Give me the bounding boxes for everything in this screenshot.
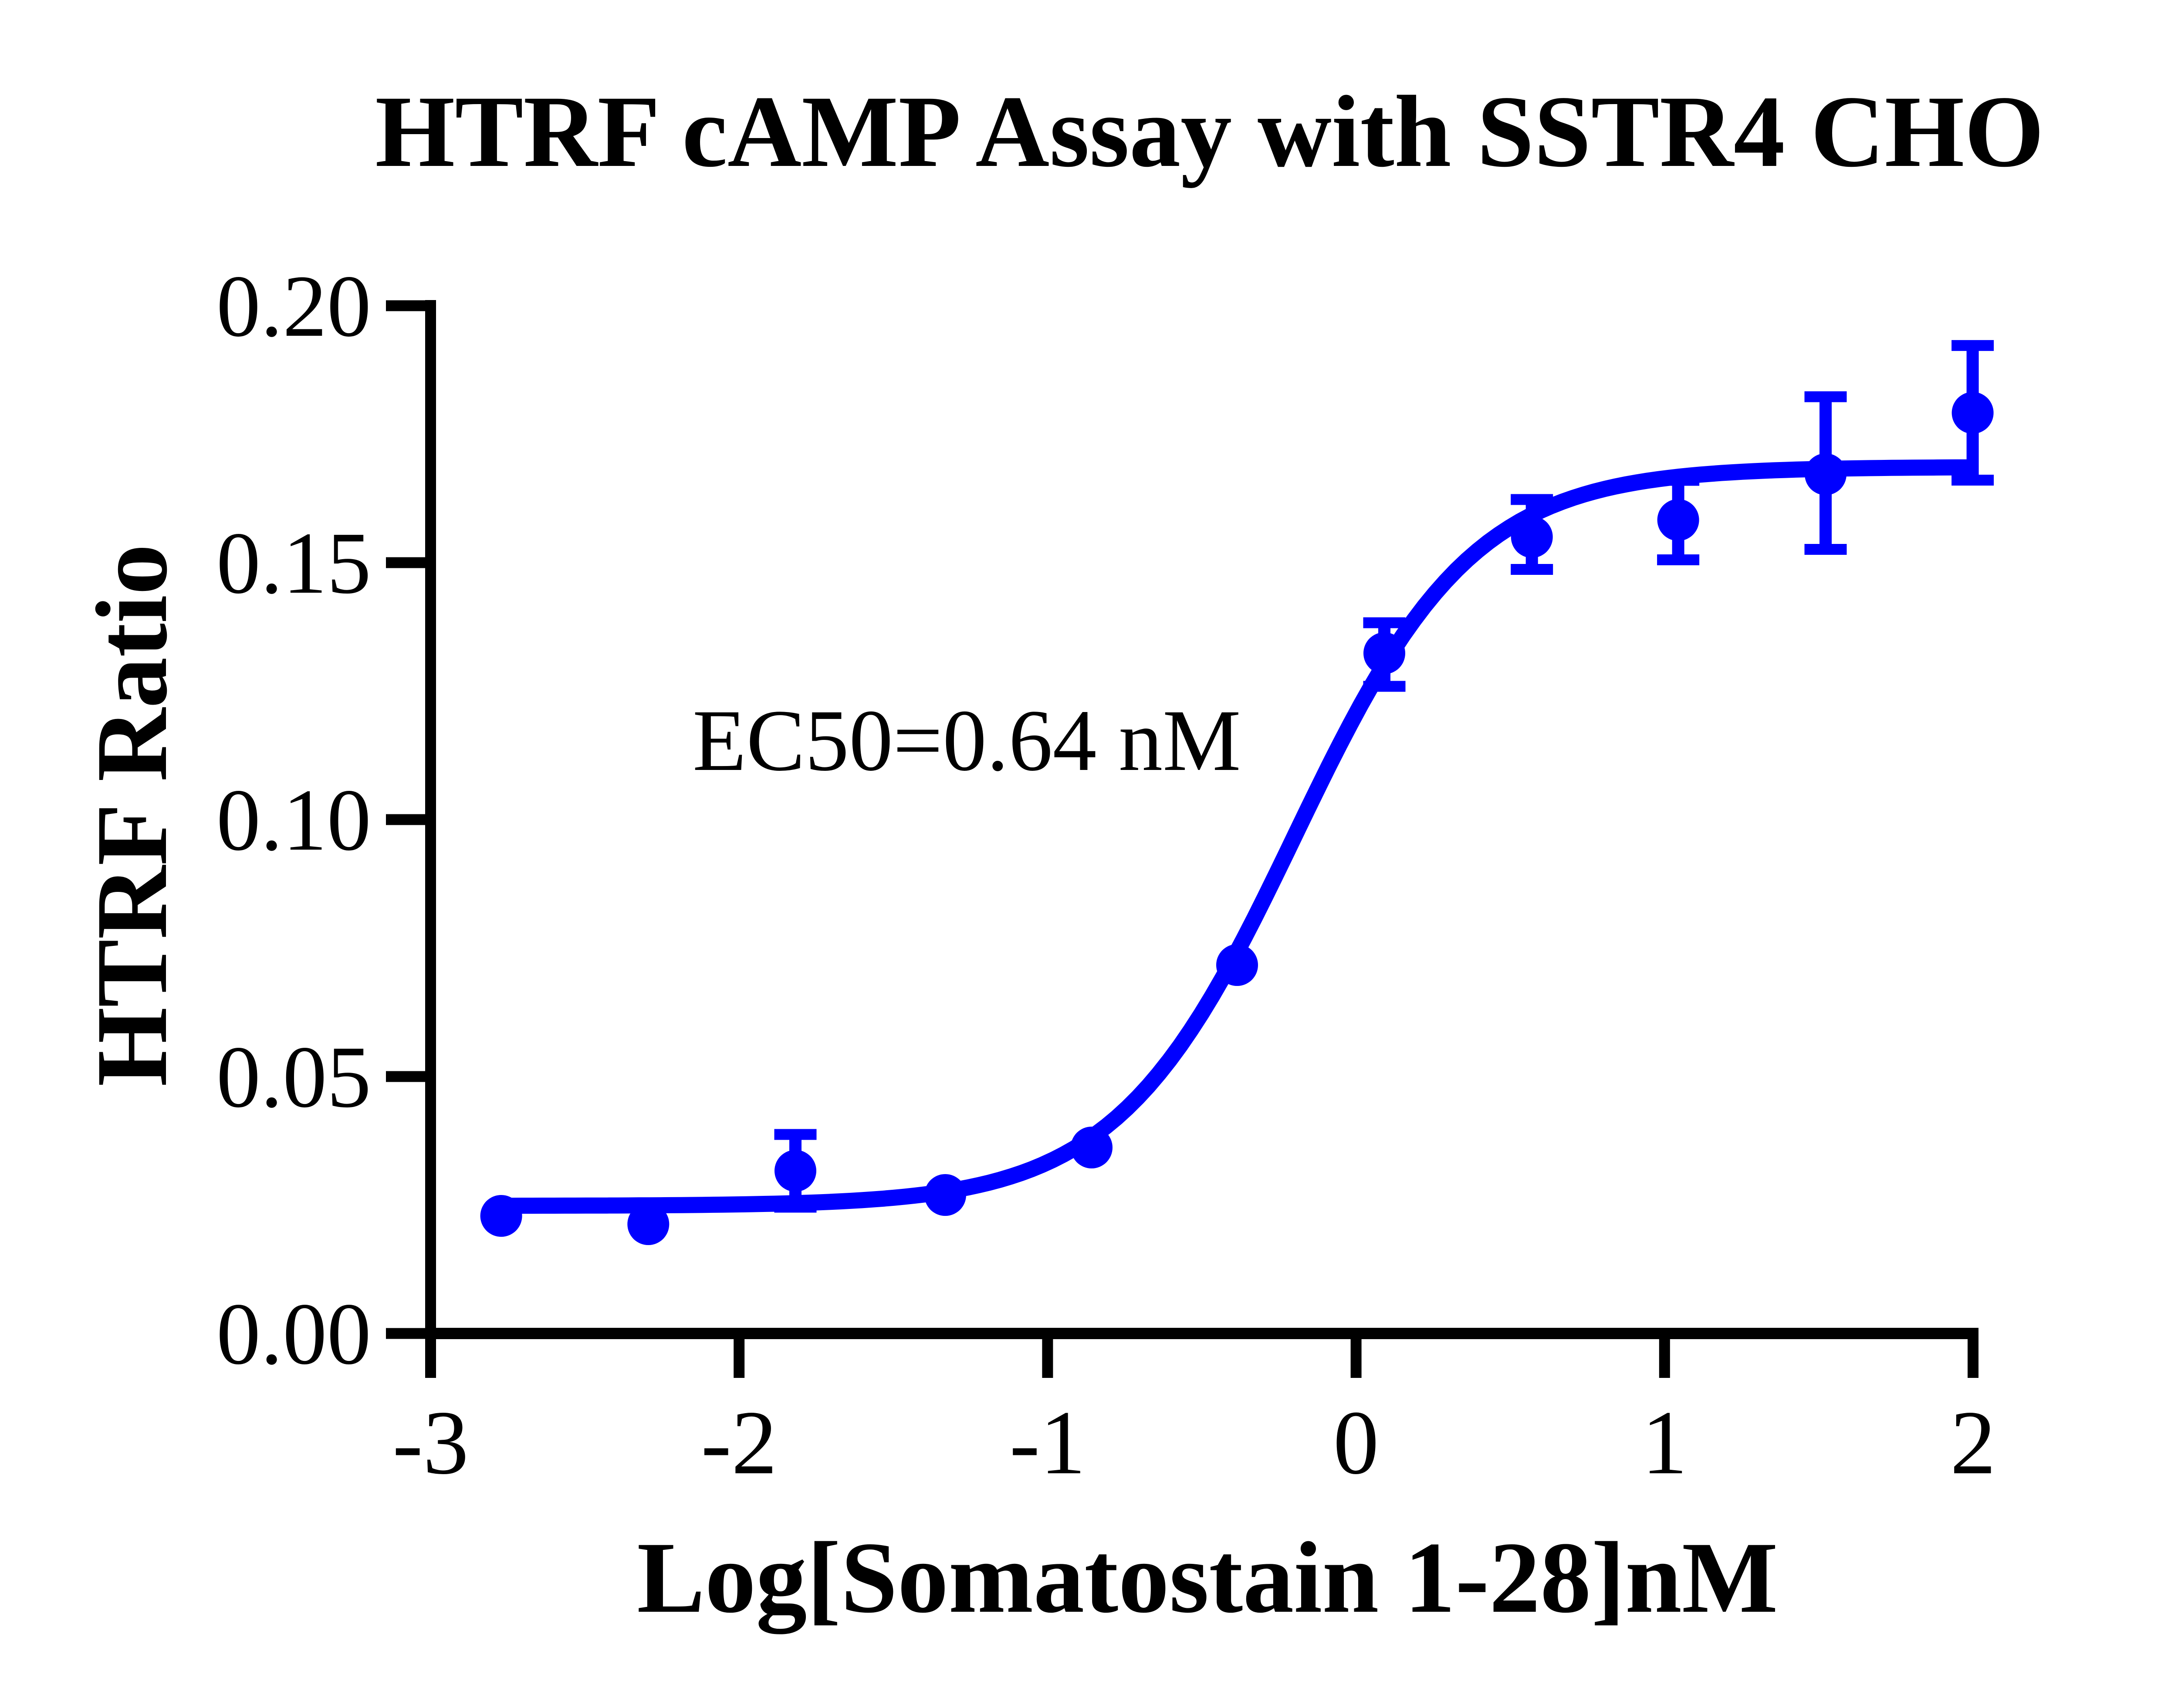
svg-text:0.20: 0.20	[216, 257, 371, 355]
svg-text:0.00: 0.00	[216, 1285, 371, 1383]
svg-text:-3: -3	[392, 1392, 469, 1493]
svg-text:EC50=0.64 nM: EC50=0.64 nM	[693, 692, 1241, 789]
svg-text:HTRF Ratio: HTRF Ratio	[75, 544, 188, 1087]
svg-text:0.10: 0.10	[216, 771, 371, 869]
svg-text:0.05: 0.05	[216, 1028, 371, 1126]
svg-text:-2: -2	[701, 1392, 777, 1493]
svg-text:HTRF cAMP Assay with SSTR4 CHO: HTRF cAMP Assay with SSTR4 CHO	[375, 74, 2044, 188]
svg-text:0.15: 0.15	[216, 514, 371, 612]
svg-text:0: 0	[1333, 1392, 1379, 1493]
svg-text:2: 2	[1950, 1392, 1996, 1493]
svg-text:-1: -1	[1009, 1392, 1086, 1493]
svg-text:1: 1	[1642, 1392, 1688, 1493]
svg-text:Log[Somatostain 1-28]nM: Log[Somatostain 1-28]nM	[637, 1521, 1778, 1634]
